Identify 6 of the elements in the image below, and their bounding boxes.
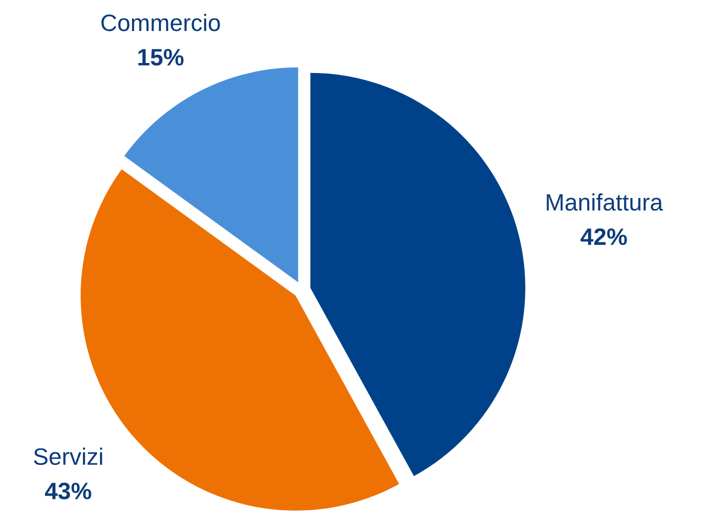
data-label: 15% xyxy=(138,48,184,66)
slice-label: Commercio xyxy=(101,14,220,32)
data-label: 43% xyxy=(44,482,92,500)
data-label: 42% xyxy=(580,228,627,246)
slice-label: Manifattura xyxy=(546,193,663,211)
slice-label: Servizi xyxy=(34,448,102,465)
